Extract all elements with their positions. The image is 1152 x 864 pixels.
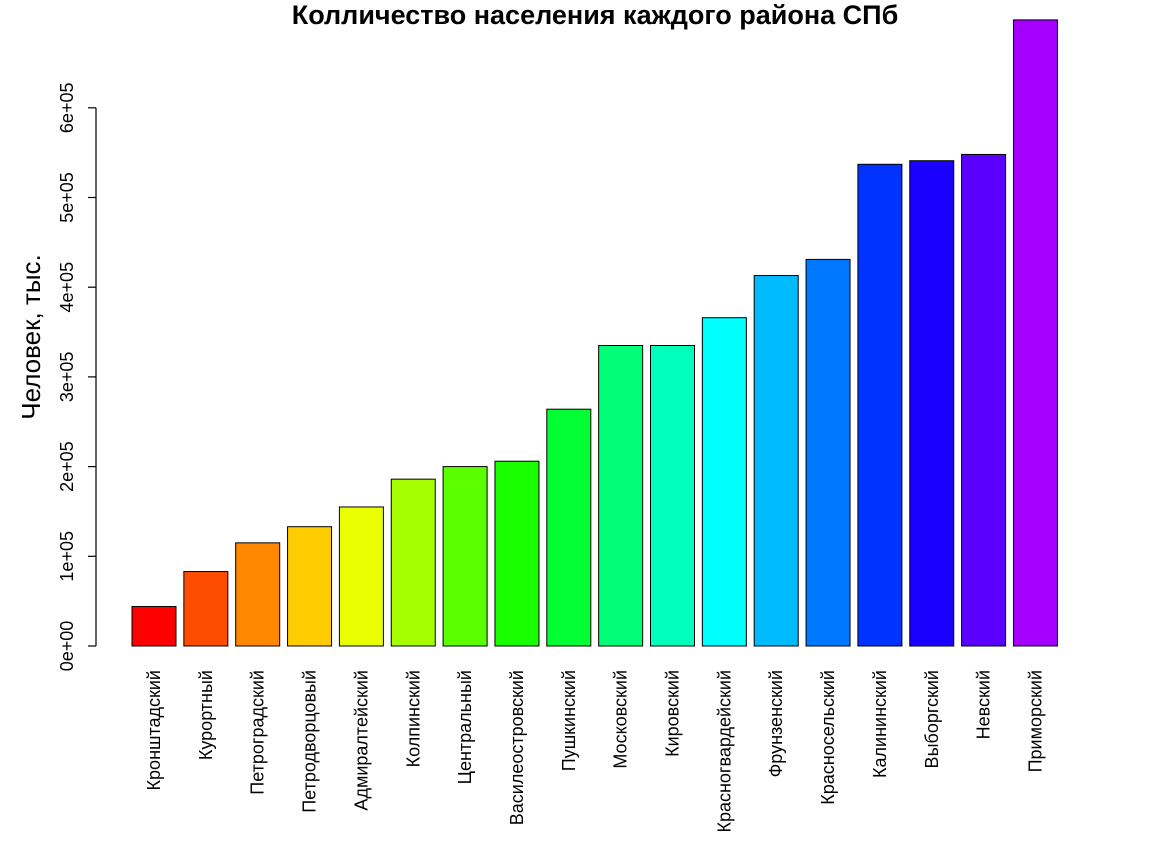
- bar-2: [183, 571, 229, 647]
- bar-12: [701, 317, 747, 647]
- bar-18: [1012, 19, 1058, 647]
- bar-13: [753, 275, 799, 647]
- category-label: Невский: [974, 670, 994, 739]
- y-tick-label: 2e+05: [57, 441, 77, 492]
- y-axis: 0e+00 1e+05 2e+05 3e+05 4e+05 5e+05 6e+05: [57, 83, 97, 672]
- chart-title: Колличество населения каждого района СПб: [292, 0, 899, 30]
- category-label: Кронштадский: [144, 670, 164, 790]
- bar-15: [857, 163, 903, 647]
- category-label: Курортный: [196, 670, 216, 760]
- category-label: Центральный: [455, 670, 475, 784]
- bar-8: [494, 460, 540, 647]
- category-label: Петродворцовый: [300, 670, 320, 813]
- category-label: Колпинский: [403, 670, 423, 767]
- y-tick-label: 4e+05: [57, 262, 77, 313]
- category-label: Красносельский: [818, 670, 838, 805]
- bar-7: [442, 466, 488, 647]
- bar-17: [961, 153, 1007, 647]
- bar-6: [390, 478, 436, 647]
- category-label: Пушкинский: [559, 670, 579, 771]
- bar-4: [287, 526, 333, 647]
- bar-5: [338, 506, 384, 647]
- y-axis-label: Человек, тыс.: [16, 254, 46, 419]
- bar-9: [546, 408, 592, 647]
- y-tick-label: 0e+00: [57, 621, 77, 672]
- bar-16: [909, 160, 955, 647]
- category-label: Фрунзенский: [766, 670, 786, 777]
- category-label: Красногвардейский: [714, 670, 734, 833]
- bar-1: [131, 606, 177, 647]
- category-label: Московский: [611, 670, 631, 769]
- y-tick-label: 1e+05: [57, 531, 77, 582]
- bars-group: [131, 19, 1058, 647]
- category-label: Василеостровский: [507, 670, 527, 825]
- y-tick-label: 6e+05: [57, 83, 77, 134]
- y-tick-label: 5e+05: [57, 172, 77, 223]
- category-label: Адмиралтейский: [351, 670, 371, 811]
- category-label: Калининский: [870, 670, 890, 778]
- category-labels-group: Кронштадский Курортный Петроградский Петрод…: [144, 670, 1045, 833]
- y-tick-label: 3e+05: [57, 352, 77, 403]
- category-label: Петроградский: [248, 670, 268, 795]
- bar-11: [650, 345, 695, 647]
- bar-14: [805, 258, 851, 647]
- category-label: Кировский: [663, 670, 683, 757]
- bar-10: [598, 345, 644, 647]
- category-label: Выборгский: [922, 670, 942, 768]
- bar-3: [235, 542, 281, 647]
- category-label: Приморский: [1025, 670, 1045, 772]
